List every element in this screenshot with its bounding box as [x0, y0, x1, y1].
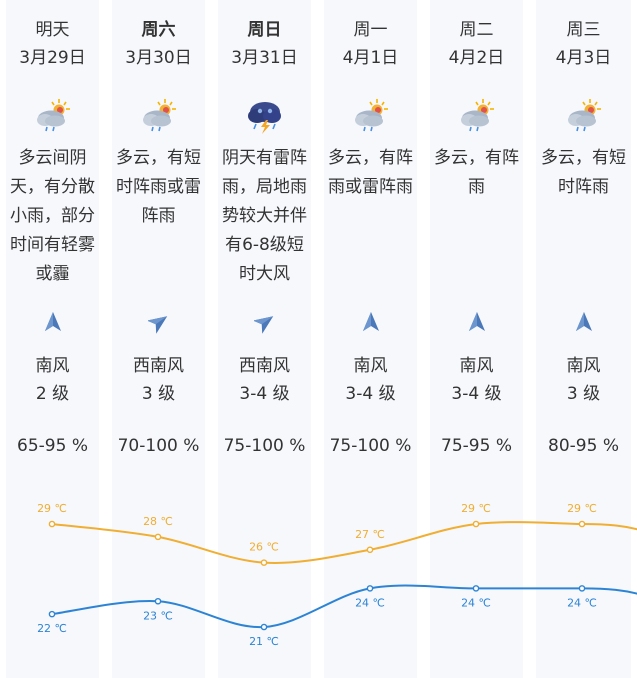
cloudy-with-rain-icon — [457, 96, 497, 136]
low-temperature-label: 24 ℃ — [461, 596, 491, 609]
wind-direction: 西南风 — [133, 356, 184, 376]
forecast-day-column: 周六 3月30日 多云，有短时阵雨或雷阵雨 西南 — [112, 0, 205, 678]
wind-direction: 南风 — [459, 356, 494, 376]
high-temperature-label: 28 ℃ — [143, 515, 173, 528]
day-name: 周二 — [459, 20, 494, 40]
high-temperature-label: 27 ℃ — [355, 528, 385, 541]
forecast-day-column: 周三 4月3日 多云，有短时阵雨 南风 — [536, 0, 631, 678]
weather-description: 多云，有短时阵雨 — [541, 148, 626, 197]
humidity: 80-95 % — [548, 436, 619, 456]
day-date: 4月3日 — [555, 48, 612, 68]
wind-level: 3-4 级 — [239, 384, 290, 404]
day-name: 明天 — [35, 20, 70, 40]
day-date: 3月31日 — [231, 48, 298, 68]
wind-level: 3 级 — [141, 384, 176, 404]
low-temperature-label: 21 ℃ — [249, 635, 279, 648]
northeast-arrow-icon — [252, 310, 276, 334]
forecast-day-column: 明天 3月29日 多云间阴天，有分散小雨，部分时间有轻雾或霾 — [6, 0, 99, 678]
high-temperature-label: 29 ℃ — [461, 502, 491, 515]
low-temperature-label: 23 ℃ — [143, 609, 173, 622]
low-temperature-label: 24 ℃ — [567, 596, 597, 609]
high-temperature-point — [366, 546, 374, 554]
weather-description: 多云间阴天，有分散小雨，部分时间有轻雾或霾 — [10, 148, 95, 284]
forecast-day-column: 周二 4月2日 多云，有阵雨 南风 3- — [430, 0, 523, 678]
day-name: 周日 — [247, 20, 282, 40]
cloudy-with-rain-icon — [351, 96, 391, 136]
low-temperature-label: 22 ℃ — [37, 622, 67, 635]
humidity: 65-95 % — [17, 436, 88, 456]
low-temperature-point — [154, 597, 162, 605]
high-temperature-point — [154, 533, 162, 541]
forecast-day-column: 周一 4月1日 多云，有阵雨或雷阵雨 南风 — [324, 0, 417, 678]
north-arrow-icon — [360, 310, 382, 334]
humidity: 75-100 % — [329, 436, 412, 456]
north-arrow-icon — [42, 310, 64, 334]
high-temperature-label: 26 ℃ — [249, 541, 279, 554]
day-date: 3月30日 — [125, 48, 192, 68]
cloudy-with-rain-icon — [33, 96, 73, 136]
wind-level: 3-4 级 — [345, 384, 396, 404]
northeast-arrow-icon — [146, 310, 170, 334]
wind-level: 2 级 — [35, 384, 70, 404]
cloudy-with-rain-icon — [564, 96, 604, 136]
forecast-day-column: 周日 3月31日 阴天有雷阵雨，局地雨势较大并伴有6-8级短时大风 西南风 3-… — [218, 0, 311, 678]
high-temperature-point — [472, 520, 480, 528]
wind-level: 3 级 — [566, 384, 601, 404]
wind-level: 3-4 级 — [451, 384, 502, 404]
north-arrow-icon — [573, 310, 595, 334]
day-date: 4月1日 — [342, 48, 399, 68]
high-temperature-point — [260, 559, 268, 566]
high-temperature-point — [578, 520, 586, 528]
wind-direction: 西南风 — [239, 356, 290, 376]
day-name: 周一 — [353, 20, 388, 40]
thunderstorm-icon — [245, 96, 285, 136]
weather-description: 多云，有阵雨 — [434, 148, 519, 197]
weather-description: 多云，有短时阵雨或雷阵雨 — [116, 148, 201, 226]
low-temperature-label: 24 ℃ — [355, 596, 385, 609]
high-temperature-label: 29 ℃ — [567, 502, 597, 515]
low-temperature-point — [48, 610, 56, 618]
day-date: 4月2日 — [448, 48, 505, 68]
day-name: 周六 — [141, 20, 176, 40]
high-temperature-line — [51, 521, 637, 564]
low-temperature-point — [578, 585, 586, 592]
humidity: 75-100 % — [223, 436, 306, 456]
low-temperature-point — [260, 623, 268, 631]
cloudy-with-rain-icon — [139, 96, 179, 136]
wind-direction: 南风 — [566, 356, 601, 376]
day-date: 3月29日 — [19, 48, 86, 68]
humidity: 75-95 % — [441, 436, 512, 456]
humidity: 70-100 % — [117, 436, 200, 456]
high-temperature-label: 29 ℃ — [37, 502, 67, 515]
low-temperature-point — [472, 585, 480, 592]
day-name: 周三 — [566, 20, 601, 40]
wind-direction: 南风 — [353, 356, 388, 376]
low-temperature-point — [366, 585, 374, 592]
wind-direction: 南风 — [35, 356, 70, 376]
high-temperature-point — [48, 520, 56, 528]
weather-description: 阴天有雷阵雨，局地雨势较大并伴有6-8级短时大风 — [222, 148, 307, 284]
north-arrow-icon — [466, 310, 488, 334]
weather-description: 多云，有阵雨或雷阵雨 — [328, 148, 413, 197]
low-temperature-line — [51, 584, 637, 629]
